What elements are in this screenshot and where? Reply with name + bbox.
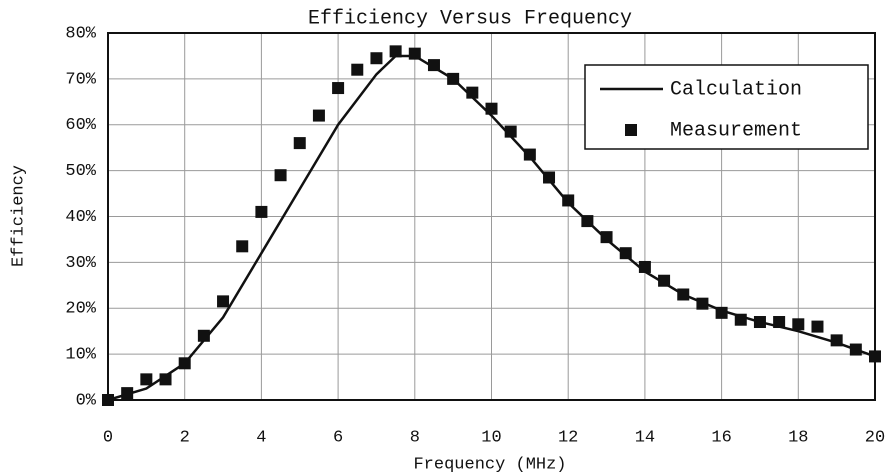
measurement-marker	[523, 148, 536, 161]
measurement-marker	[159, 373, 172, 386]
measurement-marker	[773, 316, 786, 329]
y-tick-label: 40%	[65, 208, 96, 227]
measurement-marker	[753, 316, 766, 329]
measurement-marker	[658, 274, 671, 287]
y-tick-label: 70%	[65, 70, 96, 89]
plot-frame	[107, 32, 876, 401]
legend-label: Calculation	[670, 78, 802, 101]
x-axis-label: Frequency (MHz)	[413, 455, 566, 474]
measurement-marker	[274, 169, 287, 182]
measurement-marker	[447, 72, 460, 85]
measurement-marker	[638, 260, 651, 273]
measurement-marker	[677, 288, 690, 301]
measurement-marker	[408, 47, 421, 60]
y-tick-label: 0%	[76, 391, 97, 410]
x-tick-label: 0	[103, 428, 113, 447]
x-tick-label: 6	[333, 428, 343, 447]
measurement-marker	[293, 137, 306, 150]
measurement-marker	[830, 334, 843, 347]
measurement-marker	[600, 231, 613, 244]
x-tick-label: 10	[481, 428, 501, 447]
y-tick-label: 60%	[65, 116, 96, 135]
measurement-marker	[389, 45, 402, 58]
measurement-marker	[255, 205, 268, 218]
y-tick-label: 10%	[65, 346, 96, 365]
x-tick-label: 8	[410, 428, 420, 447]
x-tick-label: 16	[711, 428, 731, 447]
x-tick-label: 12	[558, 428, 578, 447]
measurement-marker	[869, 350, 881, 363]
measurement-marker	[351, 63, 364, 76]
measurement-marker	[236, 240, 249, 253]
legend-label: Measurement	[670, 119, 802, 142]
measurement-marker	[217, 295, 230, 308]
x-tick-label: 14	[635, 428, 655, 447]
y-tick-label: 30%	[65, 254, 96, 273]
measurement-marker	[427, 59, 440, 72]
measurement-marker	[121, 387, 134, 400]
chart-title: Efficiency Versus Frequency	[308, 7, 632, 30]
y-tick-label: 80%	[65, 24, 96, 43]
y-tick-label: 50%	[65, 162, 96, 181]
measurement-marker	[543, 171, 556, 184]
x-tick-label: 2	[180, 428, 190, 447]
measurement-marker	[581, 215, 594, 228]
measurement-marker	[792, 318, 805, 331]
measurement-marker	[734, 313, 747, 326]
measurement-marker	[332, 82, 345, 95]
y-axis-label: Efficiency	[9, 165, 28, 267]
legend-marker	[625, 124, 637, 136]
measurement-marker	[811, 320, 824, 333]
measurement-marker	[312, 109, 325, 122]
measurement-marker	[619, 247, 632, 260]
measurement-marker	[562, 194, 575, 207]
measurement-marker	[370, 52, 383, 65]
measurement-marker	[696, 297, 709, 310]
measurement-marker	[485, 102, 498, 115]
measurement-marker	[504, 125, 517, 138]
measurement-marker	[140, 373, 153, 386]
measurement-marker	[849, 343, 862, 356]
x-tick-label: 20	[865, 428, 885, 447]
measurement-marker	[715, 306, 728, 319]
x-tick-label: 18	[788, 428, 808, 447]
measurement-marker	[178, 357, 191, 370]
y-tick-label: 20%	[65, 300, 96, 319]
measurement-marker	[102, 394, 114, 406]
measurement-marker	[466, 86, 479, 99]
measurement-marker	[197, 329, 210, 342]
x-tick-label: 4	[256, 428, 266, 447]
